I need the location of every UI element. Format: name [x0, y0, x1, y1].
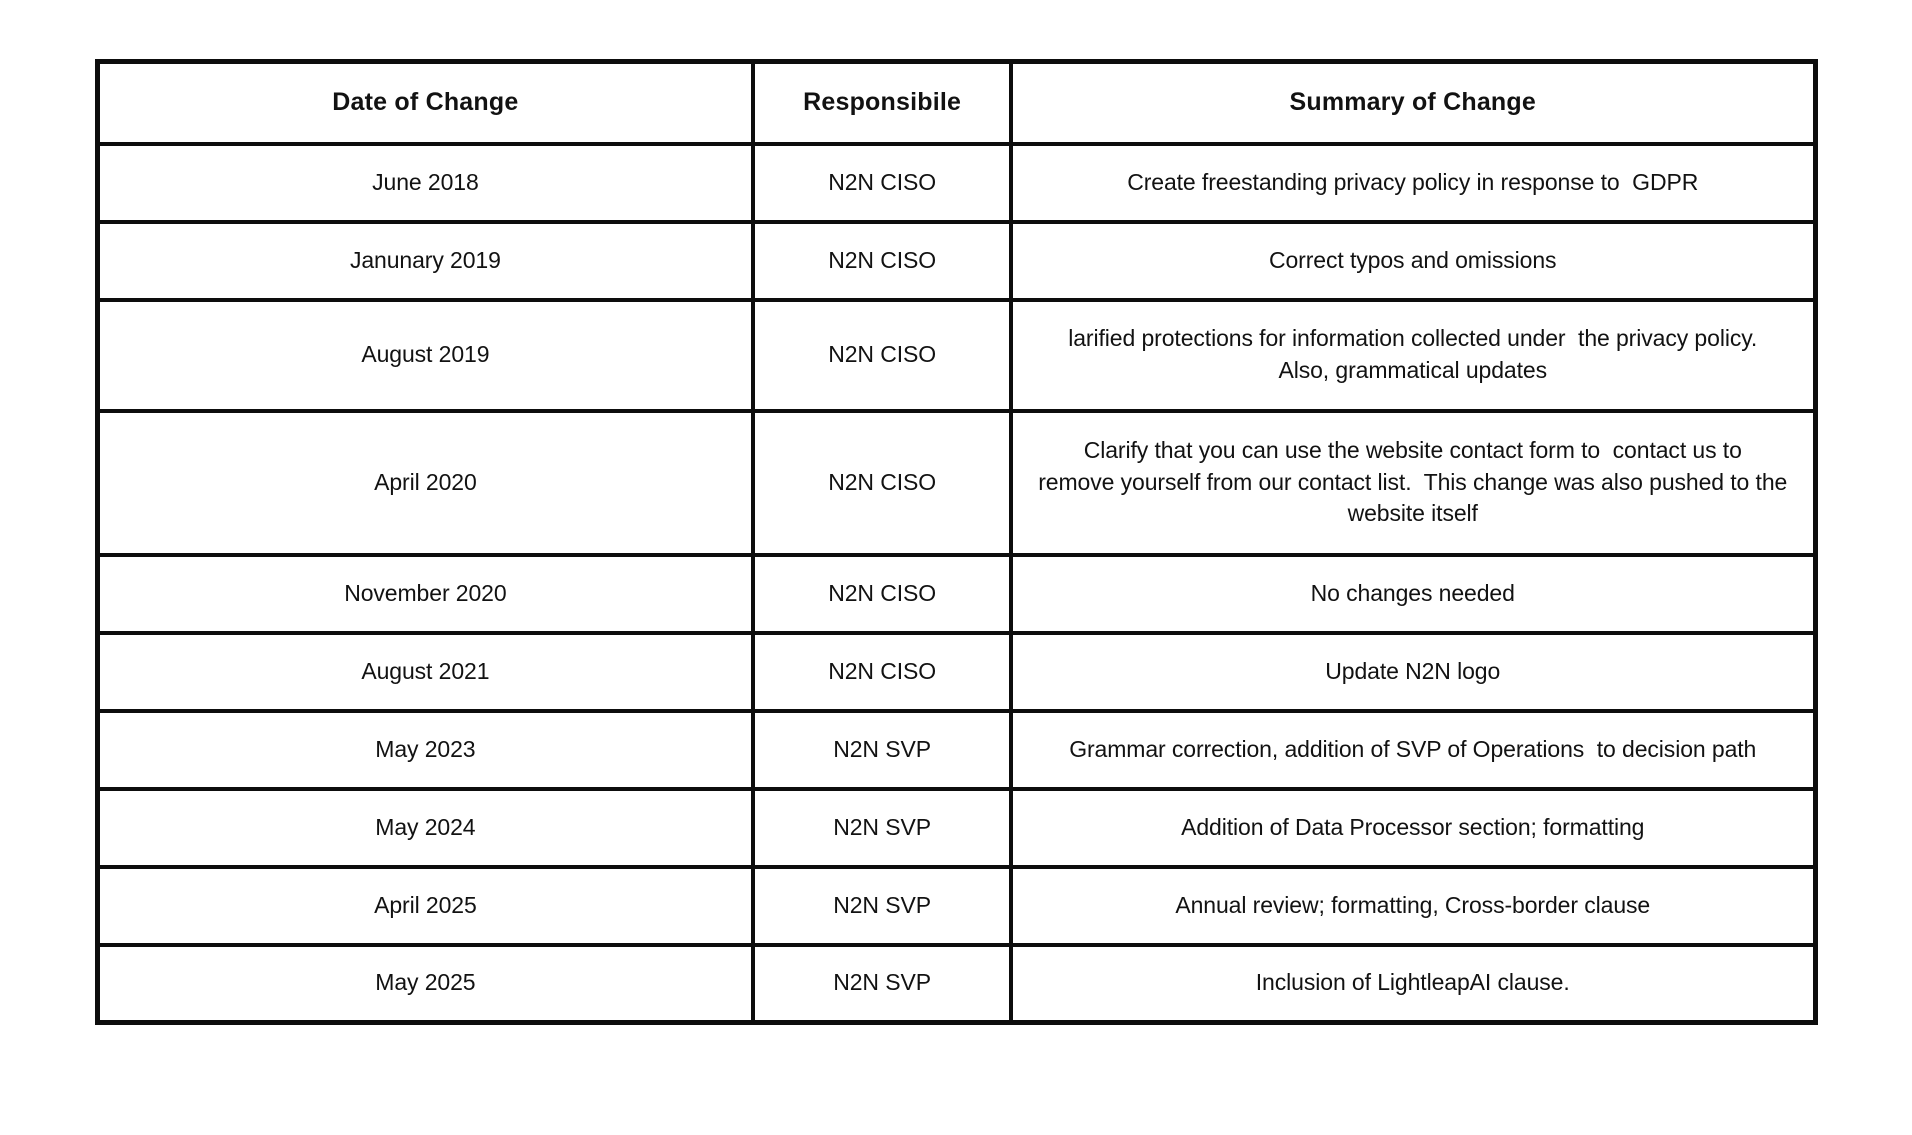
table-row: August 2021 N2N CISO Update N2N logo [94, 630, 1818, 713]
summary-cell: Addition of Data Processor section; form… [1008, 786, 1818, 869]
table-row: April 2025 N2N SVP Annual review; format… [94, 864, 1818, 947]
responsible-cell: N2N CISO [751, 219, 1013, 302]
column-header-summary-of-change: Summary of Change [1008, 59, 1818, 146]
summary-cell: larified protections for information col… [1008, 297, 1818, 413]
table-row: November 2020 N2N CISO No changes needed [94, 552, 1818, 635]
table-row: May 2023 N2N SVP Grammar correction, add… [94, 708, 1818, 791]
table-row: August 2019 N2N CISO larified protection… [94, 297, 1818, 413]
summary-cell: Grammar correction, addition of SVP of O… [1008, 708, 1818, 791]
responsible-cell: N2N SVP [751, 708, 1013, 791]
date-cell: May 2023 [94, 708, 756, 791]
date-cell: April 2020 [94, 408, 756, 557]
date-cell: November 2020 [94, 552, 756, 635]
summary-cell: Create freestanding privacy policy in re… [1008, 141, 1818, 224]
date-cell: June 2018 [94, 141, 756, 224]
summary-cell: No changes needed [1008, 552, 1818, 635]
responsible-cell: N2N CISO [751, 552, 1013, 635]
responsible-cell: N2N SVP [751, 942, 1013, 1025]
responsible-cell: N2N CISO [751, 630, 1013, 713]
date-cell: August 2021 [94, 630, 756, 713]
column-header-date-of-change: Date of Change [94, 59, 756, 146]
header-row: Date of Change Responsibile Summary of C… [94, 59, 1818, 146]
responsible-cell: N2N CISO [751, 408, 1013, 557]
responsible-cell: N2N CISO [751, 297, 1013, 413]
table-row: April 2020 N2N CISO Clarify that you can… [94, 408, 1818, 557]
summary-cell: Annual review; formatting, Cross-border … [1008, 864, 1818, 947]
date-cell: May 2025 [94, 942, 756, 1025]
responsible-cell: N2N SVP [751, 864, 1013, 947]
revision-history-table: Date of Change Responsibile Summary of C… [94, 59, 1818, 1025]
table-row: May 2025 N2N SVP Inclusion of LightleapA… [94, 942, 1818, 1025]
column-header-responsible: Responsibile [751, 59, 1013, 146]
table-row: Janunary 2019 N2N CISO Correct typos and… [94, 219, 1818, 302]
table-row: May 2024 N2N SVP Addition of Data Proces… [94, 786, 1818, 869]
summary-cell: Inclusion of LightleapAI clause. [1008, 942, 1818, 1025]
summary-cell: Update N2N logo [1008, 630, 1818, 713]
summary-cell: Clarify that you can use the website con… [1008, 408, 1818, 557]
date-cell: April 2025 [94, 864, 756, 947]
table-row: June 2018 N2N CISO Create freestanding p… [94, 141, 1818, 224]
document-page: { "page": { "background_color": "#ffffff… [0, 59, 1912, 1135]
responsible-cell: N2N CISO [751, 141, 1013, 224]
date-cell: May 2024 [94, 786, 756, 869]
date-cell: Janunary 2019 [94, 219, 756, 302]
responsible-cell: N2N SVP [751, 786, 1013, 869]
table-body: June 2018 N2N CISO Create freestanding p… [94, 141, 1818, 1025]
summary-cell: Correct typos and omissions [1008, 219, 1818, 302]
date-cell: August 2019 [94, 297, 756, 413]
